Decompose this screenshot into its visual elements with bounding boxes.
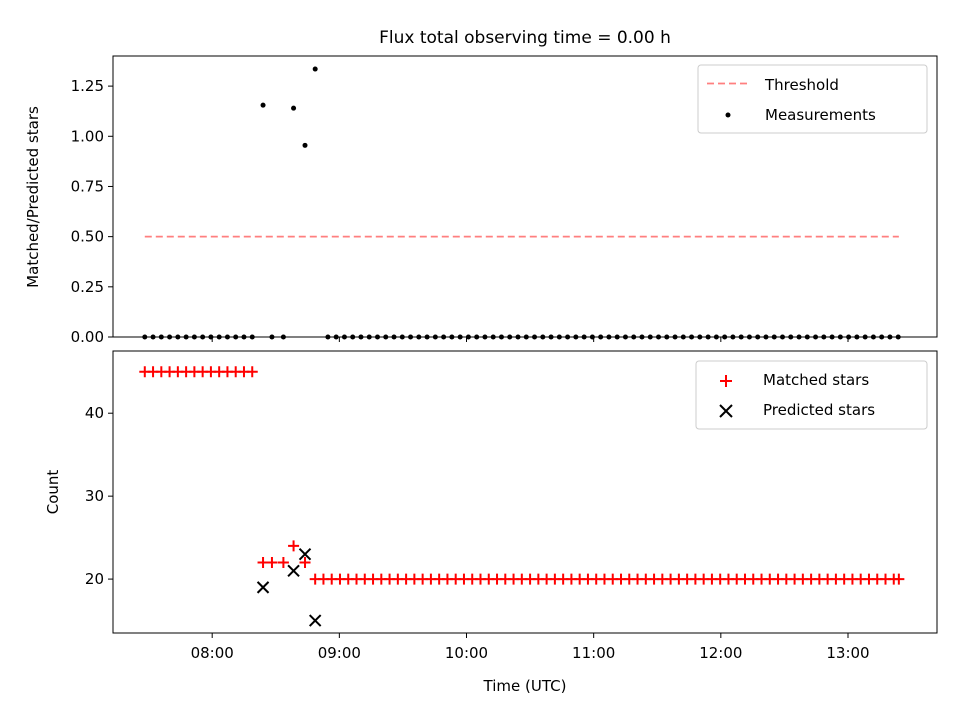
- matched-star-marker: [266, 557, 278, 568]
- bottom-axes-frame: [112, 350, 938, 634]
- matched-star-marker: [277, 557, 289, 568]
- bottom-legend-box: [695, 360, 928, 430]
- x-tick-label: 13:00: [826, 644, 869, 662]
- measurement-point: [302, 142, 308, 148]
- bottom-y-tick-label: 20: [85, 570, 104, 588]
- top-y-axis: 0.00 0.25 0.50 0.75 1.00 1.25: [71, 77, 113, 346]
- top-panel: 0.00 0.25 0.50 0.75 1.00 1.25 Matched/Predict…: [24, 55, 938, 346]
- top-legend-box: [697, 64, 928, 134]
- top-y-tick-label: 0.00: [71, 328, 104, 346]
- x-tick-label: 10:00: [445, 644, 488, 662]
- predicted-star-marker: [256, 581, 270, 594]
- predicted-star-marker: [298, 547, 312, 561]
- legend-matched-swatch: [720, 375, 732, 387]
- bottom-y-axis-label: Count: [44, 470, 62, 515]
- bottom-x-axis: 08:00 09:00 10:00 11:00 12:00 13:00: [191, 633, 870, 662]
- count-points: [139, 366, 905, 627]
- top-x-ticks: [211, 337, 849, 342]
- bottom-y-axis: 20 30 40: [85, 404, 113, 588]
- x-tick-label: 11:00: [572, 644, 615, 662]
- chart-title: Flux total observing time = 0.00 h: [379, 28, 671, 48]
- top-y-tick-label: 0.25: [71, 278, 104, 296]
- legend-matched-label: Matched stars: [763, 371, 869, 389]
- legend-threshold-label: Threshold: [764, 76, 839, 94]
- legend-predicted-swatch: [719, 404, 733, 418]
- top-y-tick-label: 0.75: [71, 177, 104, 195]
- legend-measurement-swatch: [725, 112, 731, 118]
- measurement-point: [260, 102, 266, 108]
- bottom-y-tick-label: 30: [85, 487, 104, 505]
- top-y-tick-label: 1.25: [71, 77, 104, 95]
- measurement-point: [312, 66, 318, 72]
- bottom-y-tick-label: 40: [85, 404, 104, 422]
- x-axis-label: Time (UTC): [483, 677, 567, 695]
- x-tick-label: 09:00: [318, 644, 361, 662]
- top-y-tick-label: 1.00: [71, 127, 104, 145]
- legend-predicted-label: Predicted stars: [763, 401, 875, 419]
- x-tick-label: 08:00: [191, 644, 234, 662]
- measurement-point: [291, 105, 297, 111]
- top-axes-frame: [112, 55, 938, 338]
- predicted-star-marker: [308, 614, 322, 627]
- top-y-tick-label: 0.50: [71, 228, 104, 246]
- x-tick-label: 12:00: [699, 644, 742, 662]
- predicted-star-marker: [287, 564, 300, 578]
- top-y-axis-label: Matched/Predicted stars: [24, 106, 42, 288]
- bottom-legend: Matched stars Predicted stars: [695, 360, 928, 430]
- matched-star-marker: [299, 557, 311, 568]
- matched-star-marker: [893, 573, 905, 585]
- top-legend: Threshold Measurements: [697, 64, 928, 134]
- matched-star-marker: [246, 366, 258, 378]
- legend-measurements-label: Measurements: [765, 106, 876, 124]
- matched-star-marker: [288, 540, 300, 552]
- bottom-panel: 20 30 40 08:00 09:00 10:00 11:00 12:00 13:00 Co…: [44, 350, 938, 695]
